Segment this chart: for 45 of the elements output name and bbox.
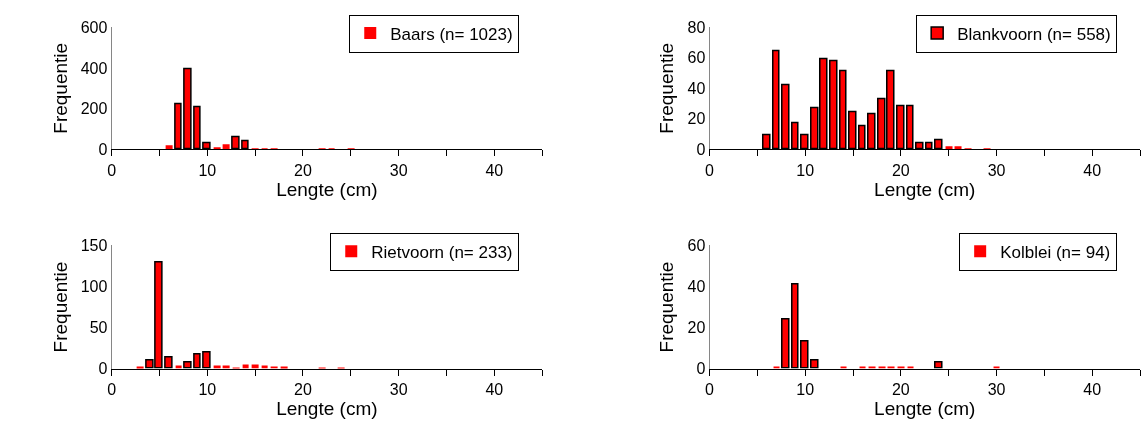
y-tick-label: 100: [80, 278, 108, 296]
y-tick-label: 20: [687, 319, 706, 337]
y-tick-label: 400: [80, 59, 108, 77]
y-tick-label: 50: [89, 319, 108, 337]
x-tick-label: 30: [389, 380, 408, 398]
x-tick-label: 40: [1083, 161, 1102, 179]
y-tick-label: 0: [98, 360, 108, 378]
y-tick-label: 0: [696, 360, 706, 378]
y-axis-title: Frequentie: [656, 261, 678, 353]
x-tick-label: 20: [294, 161, 312, 179]
y-tick-label: 40: [687, 79, 706, 97]
y-tick-label: 600: [80, 18, 108, 36]
x-tick-label: 10: [198, 161, 217, 179]
x-tick-label: 20: [891, 380, 910, 398]
y-tick-label: 0: [98, 140, 108, 158]
legend-label: Kolblei (n= 94): [1000, 242, 1111, 262]
x-axis-title: Lengte (cm): [276, 397, 378, 419]
y-tick-label: 80: [687, 18, 706, 36]
x-tick-label: 40: [485, 161, 504, 179]
y-tick-label: 20: [687, 110, 706, 128]
legend-label: Blankvoorn (n= 558): [957, 24, 1111, 44]
legend-label: Baars (n= 1023): [390, 24, 513, 44]
legend-label: Rietvoorn (n= 233): [371, 242, 513, 262]
y-tick-label: 200: [80, 100, 108, 118]
y-tick-label: 0: [696, 140, 706, 158]
x-tick-label: 40: [1083, 380, 1102, 398]
x-tick-label: 10: [796, 380, 815, 398]
x-axis-title: Lengte (cm): [874, 178, 976, 200]
x-tick-label: 20: [891, 161, 910, 179]
x-axis-title: Lengte (cm): [276, 178, 378, 200]
y-tick-label: 40: [687, 278, 706, 296]
y-axis-title: Frequentie: [49, 261, 71, 353]
y-axis-title: Frequentie: [656, 42, 678, 134]
x-tick-label: 30: [987, 161, 1006, 179]
y-tick-label: 150: [80, 237, 108, 255]
x-tick-label: 30: [389, 161, 408, 179]
x-tick-label: 10: [796, 161, 815, 179]
x-tick-label: 30: [987, 380, 1006, 398]
x-axis-title: Lengte (cm): [874, 397, 976, 419]
y-tick-label: 60: [687, 237, 706, 255]
y-tick-label: 60: [687, 49, 706, 67]
x-tick-label: 40: [485, 380, 504, 398]
x-tick-label: 10: [198, 380, 217, 398]
x-tick-label: 20: [294, 380, 312, 398]
y-axis-title: Frequentie: [49, 42, 71, 134]
